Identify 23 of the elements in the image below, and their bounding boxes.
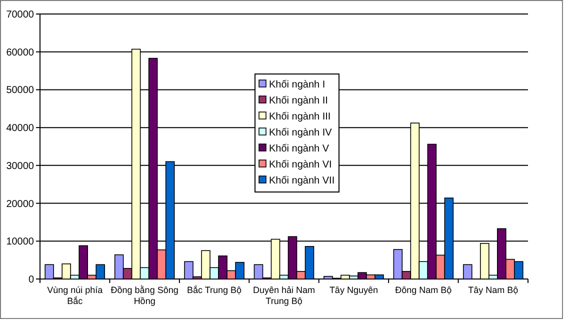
x-tick-label: Vùng núi phía Bắc: [47, 285, 103, 306]
y-tick-label: 30000: [6, 160, 34, 172]
legend-label: Khối ngành III: [269, 112, 331, 122]
y-tick-label: 70000: [6, 10, 34, 20]
x-tick-label: Tây Nguyên: [329, 285, 378, 295]
x-tick-label: Đồng bằng Sông Hồng: [110, 285, 178, 306]
x-tick-label: Duyên hải Nam Trung Bộ: [252, 285, 316, 306]
x-tick-label: Bắc Trung Bộ: [187, 285, 242, 295]
y-tick-label: 10000: [6, 236, 34, 248]
x-tick-label: Đông Nam Bộ: [395, 285, 452, 295]
y-tick-label: 40000: [6, 123, 34, 134]
y-tick-label: 20000: [6, 198, 34, 210]
y-tick-label: 50000: [6, 85, 34, 96]
y-tick-label: 60000: [6, 47, 34, 58]
legend-label: Khối ngành VI: [269, 160, 332, 170]
y-tick-label: 0: [28, 274, 34, 286]
bar: [462, 264, 472, 280]
legend-label: Khối ngành VII: [269, 176, 335, 186]
x-tick-label: Tây Nam Bộ: [468, 285, 518, 295]
legend-label: Khối ngành V: [269, 144, 330, 154]
legend-label: Khối ngành II: [269, 96, 328, 106]
legend-label: Khối ngành I: [269, 80, 326, 90]
legend-label: Khối ngành IV: [269, 128, 332, 138]
